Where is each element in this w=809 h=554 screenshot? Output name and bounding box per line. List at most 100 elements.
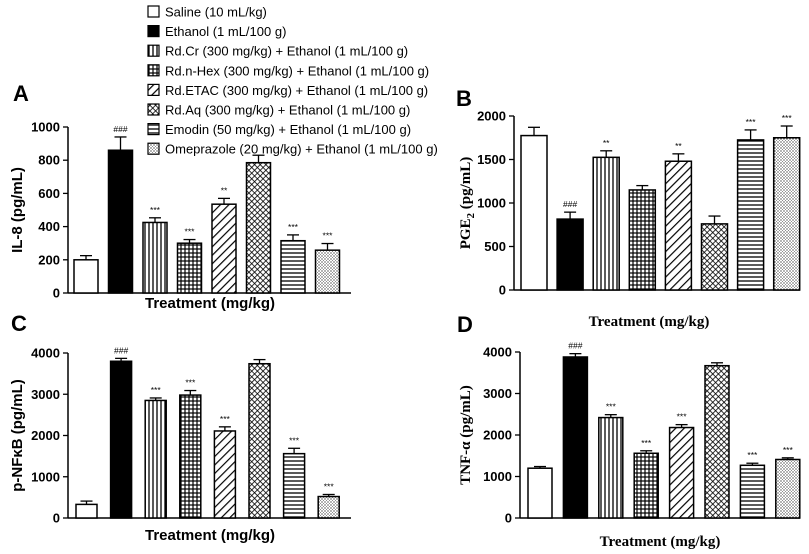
significance-label-8: ***	[323, 231, 334, 241]
y-tick-label: 1000	[483, 469, 512, 484]
legend-label-7: Emodin (50 mg/kg) + Ethanol (1 mL/100 g)	[165, 122, 411, 137]
bar-3	[598, 416, 624, 519]
bar-4	[628, 189, 657, 291]
significance-label-3: **	[603, 138, 610, 148]
legend-label-2: Ethanol (1 mL/100 g)	[165, 24, 286, 39]
panel-B: B 0 500 1000 1500 2000 PGE2 (pg/mL) Treatment (…	[456, 86, 801, 330]
x-axis-title: Treatment (mg/kg)	[600, 534, 721, 550]
bar-1	[73, 259, 99, 294]
y-axis-title: TNF-α (pg/mL)	[458, 385, 474, 485]
significance-label-7: ***	[746, 117, 757, 127]
legend-label-3: Rd.Cr (300 mg/kg) + Ethanol (1 mL/100 g)	[165, 44, 408, 59]
legend-swatch-2	[147, 25, 160, 38]
y-tick-label: 1000	[31, 469, 60, 484]
significance-label-2: ###	[114, 345, 128, 355]
significance-label-7: ***	[289, 435, 300, 445]
bar-7	[739, 464, 766, 519]
significance-label-8: ***	[324, 481, 335, 491]
significance-label-5: ***	[677, 412, 688, 422]
y-tick-label: 2000	[483, 428, 512, 443]
legend-swatch-4	[147, 64, 160, 77]
bar-5	[211, 203, 237, 294]
bar-6	[700, 223, 729, 291]
y-tick-label: 0	[499, 283, 506, 298]
significance-label-8: ***	[783, 445, 794, 455]
bar-1	[75, 503, 98, 519]
y-tick-label: 500	[484, 239, 506, 254]
legend-swatch-8	[147, 142, 160, 155]
y-tick-label: 1000	[31, 120, 60, 135]
bar-3	[592, 156, 620, 291]
y-tick-label: 3000	[483, 386, 512, 401]
panel-letter: C	[11, 311, 27, 336]
y-axis-title: p-NFκB (pg/mL)	[9, 379, 26, 492]
y-tick-label: 1500	[477, 152, 506, 167]
bar-8	[775, 458, 801, 519]
y-tick-label: 1000	[477, 196, 506, 211]
bar-3	[144, 399, 167, 519]
panel-letter: D	[457, 312, 473, 337]
y-tick-label: 0	[53, 286, 60, 301]
legend: Saline (10 mL/kg) Ethanol (1 mL/100 g) Rd.…	[147, 5, 438, 157]
bar-2	[556, 218, 584, 291]
y-tick-label: 600	[38, 186, 60, 201]
y-tick-label: 0	[53, 511, 60, 526]
legend-swatch-1	[147, 5, 160, 18]
significance-label-2: ###	[563, 199, 577, 209]
x-axis-title: Treatment (mg/kg)	[145, 295, 275, 312]
bar-7	[736, 139, 765, 291]
bar-6	[248, 362, 271, 519]
significance-label-4: ***	[185, 378, 196, 388]
legend-label-1: Saline (10 mL/kg)	[165, 5, 267, 20]
y-axis-title-sub: 2	[465, 212, 477, 218]
y-tick-label: 3000	[31, 387, 60, 402]
bar-2	[562, 356, 589, 519]
bar-2	[109, 360, 133, 519]
bar-4	[633, 452, 659, 519]
y-tick-label: 2000	[477, 109, 506, 124]
significance-label-4: ***	[641, 438, 652, 448]
y-tick-label: 800	[38, 153, 60, 168]
bar-6	[704, 364, 730, 519]
y-tick-label: 200	[38, 252, 60, 267]
panel-letter: A	[13, 81, 29, 106]
panel-C: C 0 1000 2000 3000 4000 p-NFκB (pg/mL) Treatmen…	[9, 311, 351, 544]
legend-swatch-6	[147, 103, 160, 116]
bar-7	[280, 239, 306, 294]
legend-swatch-5	[147, 83, 160, 97]
bar-5	[668, 426, 695, 519]
panel-A: A 0 200 400 600 800 1000 IL-8 (pg/mL) Treatment …	[9, 81, 351, 312]
significance-label-2: ###	[113, 124, 127, 134]
bar-4	[176, 242, 203, 294]
y-tick-label: 2000	[31, 428, 60, 443]
legend-swatch-7	[147, 122, 160, 136]
significance-label-5: ***	[220, 414, 231, 424]
significance-label-5: **	[675, 141, 682, 151]
bar-7	[282, 452, 306, 519]
significance-label-2: ###	[568, 341, 582, 351]
panel-letter: B	[456, 86, 472, 111]
bar-3	[142, 221, 168, 294]
bar-8	[317, 495, 340, 519]
significance-label-8: ***	[782, 113, 793, 123]
bar-8	[772, 137, 801, 291]
x-axis-title: Treatment (mg/kg)	[589, 314, 710, 330]
bar-5	[664, 160, 693, 291]
bar-8	[314, 249, 341, 294]
significance-label-7: ***	[747, 450, 758, 460]
bar-6	[245, 161, 272, 294]
bar-2	[107, 149, 134, 294]
y-tick-label: 4000	[483, 345, 512, 360]
y-axis-title: PGE2 (pg/mL)	[458, 157, 477, 250]
y-axis-title-main: PGE	[458, 218, 474, 249]
significance-label-7: ***	[288, 222, 299, 232]
significance-label-3: ***	[151, 385, 162, 395]
bar-1	[520, 134, 548, 291]
bar-1	[527, 467, 553, 519]
legend-label-5: Rd.ETAC (300 mg/kg) + Ethanol (1 mL/100 …	[165, 83, 428, 98]
significance-label-3: ***	[606, 402, 617, 412]
bar-4	[179, 394, 202, 519]
legend-label-6: Rd.Aq (300 mg/kg) + Ethanol (1 mL/100 g)	[165, 103, 410, 118]
significance-label-4: ***	[185, 227, 196, 237]
